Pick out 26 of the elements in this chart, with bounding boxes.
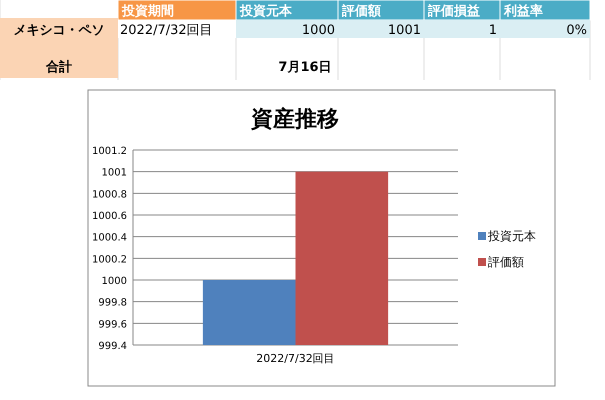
y-tick-label: 1001: [102, 168, 127, 179]
text: 7月16日: [278, 60, 332, 75]
y-tick-label: 1000.2: [92, 254, 127, 266]
text: 評価損益: [427, 3, 480, 19]
text: 2022/7/32回目: [120, 23, 213, 38]
text: 評価額: [341, 3, 381, 19]
text: メキシコ・ペソ: [14, 23, 104, 38]
y-tick-label: 999.8: [98, 298, 127, 309]
y-tick-label: 1000.8: [92, 189, 127, 200]
y-tick-label: 999.6: [98, 319, 127, 330]
y-tick-label: 1000.6: [92, 211, 127, 222]
text: 1001: [388, 23, 421, 38]
text: 1: [488, 23, 497, 38]
text: 1000: [302, 23, 335, 38]
legend-label: 投資元本: [487, 229, 536, 243]
text: 利益率: [503, 3, 543, 19]
y-tick-label: 1000.4: [92, 232, 127, 244]
y-tick-label: 1000: [102, 276, 127, 287]
text: 投資期間: [121, 4, 174, 19]
y-tick-label: 999.4: [98, 341, 127, 352]
text: 合計: [45, 59, 72, 75]
chart-title: 資産推移: [250, 106, 339, 132]
y-tick-label: 1001.2: [92, 146, 127, 157]
legend-label: 評価額: [488, 255, 524, 269]
text: 0%: [566, 23, 587, 38]
text: 投資元本: [239, 4, 293, 19]
